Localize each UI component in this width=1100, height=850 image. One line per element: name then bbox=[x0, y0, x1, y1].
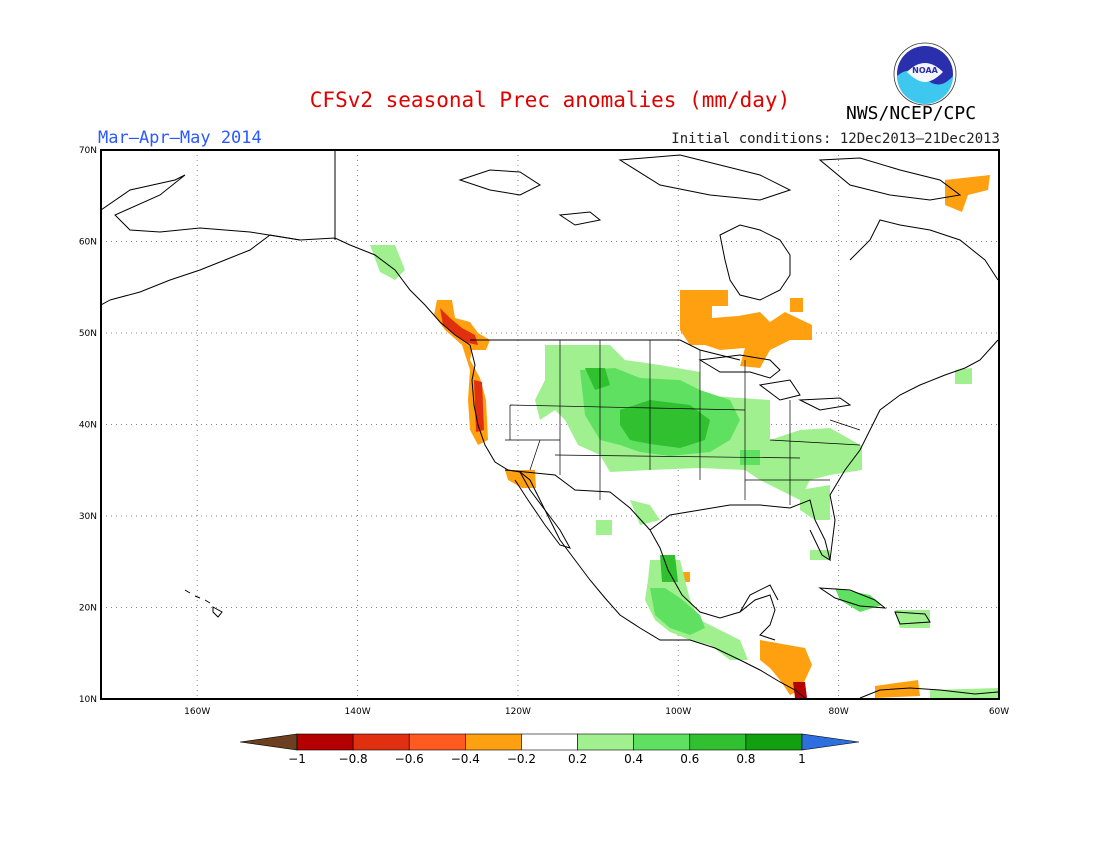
coastline-labrador bbox=[849, 219, 999, 281]
lat-label: 50N bbox=[79, 329, 97, 339]
wet-patch-alaska bbox=[370, 245, 405, 280]
colorbar-swatch bbox=[408, 733, 466, 751]
coastline-us-west bbox=[469, 344, 806, 699]
border-us-canada bbox=[470, 339, 741, 361]
coastline-us-east bbox=[829, 339, 999, 561]
wet-patch-mexico-dark bbox=[660, 555, 678, 582]
colorbar-labels: −1 −0.8 −0.6 −0.4 −0.2 0.2 0.4 0.6 0.8 1 bbox=[288, 752, 806, 766]
wet-patch-nova-scotia bbox=[955, 368, 972, 384]
coastline-arctic-2 bbox=[618, 154, 792, 201]
wet-patch-plains-dark bbox=[585, 368, 610, 390]
wet-patch-cuba bbox=[835, 588, 882, 612]
colorbar-label: −1 bbox=[288, 752, 306, 766]
lat-label: 30N bbox=[79, 512, 97, 522]
coastline-cuba bbox=[818, 587, 887, 609]
lon-label: 120W bbox=[505, 707, 531, 717]
logo-text: NOAA bbox=[912, 66, 938, 75]
agency-label: NWS/NCEP/CPC bbox=[846, 103, 977, 124]
coastline-aleutians bbox=[101, 299, 111, 306]
dry-patch-ontario bbox=[680, 290, 812, 368]
colorbar-swatch bbox=[577, 733, 634, 751]
colorbar-swatch bbox=[521, 733, 578, 751]
lon-label: 160W bbox=[184, 707, 210, 717]
lat-label: 20N bbox=[79, 604, 97, 614]
colorbar-swatch bbox=[296, 733, 354, 751]
colorbar-swatch bbox=[689, 733, 747, 751]
colorbar-swatch bbox=[465, 733, 522, 751]
colorbar-label: −0.8 bbox=[339, 752, 368, 766]
coastline-south-america bbox=[859, 687, 999, 699]
coastline-hudson-bay bbox=[719, 224, 791, 301]
coastlines bbox=[101, 150, 999, 699]
map-frame bbox=[100, 149, 1000, 700]
dry-patch-central-america bbox=[760, 640, 812, 695]
coastline-alaska bbox=[101, 174, 471, 346]
colorbar-swatch bbox=[745, 733, 803, 751]
coastline-arctic-3 bbox=[818, 157, 962, 201]
coastline-hispaniola bbox=[894, 611, 931, 625]
dry-patch-labrador bbox=[945, 175, 990, 212]
wet-patch-mexico-medium bbox=[650, 588, 705, 635]
wet-patch-southeast bbox=[800, 485, 830, 520]
lat-label: 40N bbox=[79, 421, 97, 431]
wet-patch-sw-mexico bbox=[596, 520, 612, 535]
dry-patch-socal bbox=[505, 470, 536, 488]
wet-patch-texas bbox=[630, 500, 660, 525]
colorbar-label: 0.2 bbox=[568, 752, 587, 766]
dry-patch-bc-coast-strong bbox=[440, 308, 478, 345]
coastline-great-lakes bbox=[698, 354, 852, 411]
wet-patch-mexico-light bbox=[645, 560, 748, 660]
graticule bbox=[101, 150, 999, 699]
wet-patch-florida bbox=[810, 550, 830, 560]
colorbar-label: −0.4 bbox=[451, 752, 480, 766]
dry-patch-quebec bbox=[790, 298, 803, 312]
dry-patch-costa-rica bbox=[793, 682, 807, 698]
colorbar-label: 0.4 bbox=[624, 752, 643, 766]
colorbar-arrow-high bbox=[801, 733, 860, 751]
colorbar-label: 1 bbox=[798, 752, 806, 766]
colorbar-label: −0.6 bbox=[395, 752, 424, 766]
noaa-logo-icon: NOAA bbox=[893, 42, 957, 106]
colorbar-swatch bbox=[633, 733, 691, 751]
lon-label: 60W bbox=[989, 707, 1009, 717]
coastline-hawaii bbox=[184, 589, 223, 618]
coastline-arctic-4 bbox=[558, 211, 602, 226]
coastline-alaska-peninsula bbox=[109, 234, 301, 301]
colorbar-label: −0.2 bbox=[507, 752, 536, 766]
initial-conditions-label: Initial conditions: 12Dec2013–21Dec2013 bbox=[671, 131, 1000, 147]
lat-label: 70N bbox=[79, 146, 97, 156]
state-lines bbox=[505, 340, 861, 505]
colorbar bbox=[239, 733, 860, 751]
colorbar-swatch bbox=[352, 733, 410, 751]
colorbar-arrow-low bbox=[239, 733, 298, 751]
border-us-mexico bbox=[504, 469, 651, 531]
coastline-arctic-1 bbox=[458, 169, 542, 196]
wet-patch-nebraska-kansas bbox=[620, 400, 710, 448]
anomaly-patches bbox=[370, 175, 998, 698]
latitude-labels: 70N 60N 50N 40N 30N 20N 10N bbox=[79, 146, 97, 705]
colorbar-label: 0.8 bbox=[736, 752, 755, 766]
colorbar-label: 0.6 bbox=[680, 752, 699, 766]
lon-label: 80W bbox=[828, 707, 848, 717]
coastline-baja bbox=[514, 471, 572, 549]
lat-label: 60N bbox=[79, 238, 97, 248]
season-label: Mar–Apr–May 2014 bbox=[98, 128, 262, 148]
longitude-labels: 160W 140W 120W 100W 80W 60W bbox=[184, 707, 1009, 717]
lon-label: 140W bbox=[345, 707, 371, 717]
coastline-yucatan bbox=[739, 584, 779, 613]
lat-label: 10N bbox=[79, 695, 97, 705]
chart-title: CFSv2 seasonal Prec anomalies (mm/day) bbox=[309, 88, 791, 112]
lon-label: 100W bbox=[665, 707, 691, 717]
coastline-gulf-north bbox=[649, 499, 831, 562]
